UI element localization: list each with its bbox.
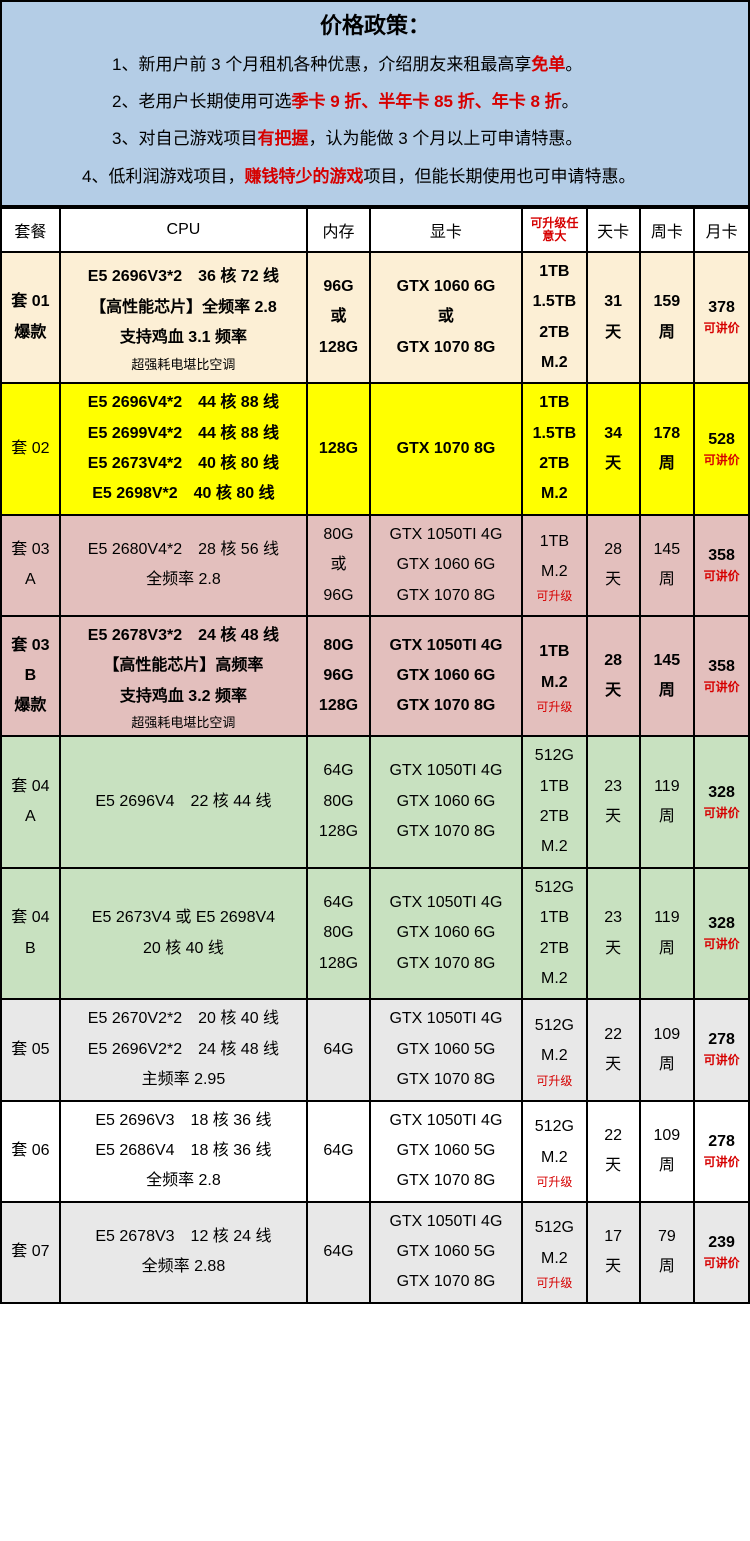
gpu-cell: GTX 1070 8G (370, 383, 522, 515)
plan-cell: 套 04B (1, 868, 60, 1000)
plan-cell: 套 03A (1, 515, 60, 616)
month-cell: 328可讲价 (694, 736, 749, 868)
mem-cell: 96G或128G (307, 252, 370, 384)
disk-cell: 512GM.2可升级 (522, 1202, 587, 1303)
col-week: 周卡 (640, 208, 695, 252)
disk-cell: 1TBM.2可升级 (522, 616, 587, 736)
plan-cell: 套 02 (1, 383, 60, 515)
mem-cell: 64G80G128G (307, 736, 370, 868)
col-mem: 内存 (307, 208, 370, 252)
table-row: 套 07E5 2678V3 12 核 24 线全频率 2.8864GGTX 10… (1, 1202, 749, 1303)
plan-cell: 套 07 (1, 1202, 60, 1303)
gpu-cell: GTX 1050TI 4GGTX 1060 6GGTX 1070 8G (370, 736, 522, 868)
table-row: 套 03B爆款E5 2678V3*2 24 核 48 线【高性能芯片】高频率支持… (1, 616, 749, 736)
disk-cell: 1TBM.2可升级 (522, 515, 587, 616)
policy-title: 价格政策： (2, 8, 748, 40)
col-cpu: CPU (60, 208, 307, 252)
table-row: 套 04AE5 2696V4 22 核 44 线64G80G128GGTX 10… (1, 736, 749, 868)
plan-cell: 套 03B爆款 (1, 616, 60, 736)
cpu-cell: E5 2673V4 或 E5 2698V420 核 40 线 (60, 868, 307, 1000)
table-row: 套 01爆款E5 2696V3*2 36 核 72 线【高性能芯片】全频率 2.… (1, 252, 749, 384)
month-cell: 358可讲价 (694, 616, 749, 736)
table-row: 套 06E5 2696V3 18 核 36 线E5 2686V4 18 核 36… (1, 1101, 749, 1202)
plan-cell: 套 04A (1, 736, 60, 868)
week-cell: 178周 (640, 383, 695, 515)
day-cell: 31天 (587, 252, 640, 384)
plan-cell: 套 06 (1, 1101, 60, 1202)
disk-cell: 512G1TB2TBM.2 (522, 736, 587, 868)
col-day: 天卡 (587, 208, 640, 252)
gpu-cell: GTX 1050TI 4GGTX 1060 5GGTX 1070 8G (370, 999, 522, 1100)
cpu-cell: E5 2680V4*2 28 核 56 线全频率 2.8 (60, 515, 307, 616)
day-cell: 17天 (587, 1202, 640, 1303)
day-cell: 22天 (587, 1101, 640, 1202)
disk-cell: 1TB1.5TB2TBM.2 (522, 252, 587, 384)
plan-cell: 套 01爆款 (1, 252, 60, 384)
col-disk: 可升级任意大 (522, 208, 587, 252)
month-cell: 528可讲价 (694, 383, 749, 515)
policy-line-3: 3、对自己游戏项目有把握，认为能做 3 个月以上可申请特惠。 (2, 120, 748, 157)
disk-cell: 512GM.2可升级 (522, 999, 587, 1100)
disk-cell: 1TB1.5TB2TBM.2 (522, 383, 587, 515)
day-cell: 28天 (587, 515, 640, 616)
cpu-cell: E5 2678V3*2 24 核 48 线【高性能芯片】高频率支持鸡血 3.2 … (60, 616, 307, 736)
cpu-cell: E5 2696V4 22 核 44 线 (60, 736, 307, 868)
month-cell: 378可讲价 (694, 252, 749, 384)
disk-cell: 512G1TB2TBM.2 (522, 868, 587, 1000)
policy-header: 价格政策： 1、新用户前 3 个月租机各种优惠，介绍朋友来租最高享免单。 2、老… (0, 0, 750, 207)
policy-line-1: 1、新用户前 3 个月租机各种优惠，介绍朋友来租最高享免单。 (2, 46, 748, 83)
month-cell: 239可讲价 (694, 1202, 749, 1303)
pricing-table: 套餐 CPU 内存 显卡 可升级任意大 天卡 周卡 月卡 套 01爆款E5 26… (0, 207, 750, 1304)
week-cell: 145周 (640, 515, 695, 616)
cpu-cell: E5 2696V3 18 核 36 线E5 2686V4 18 核 36 线全频… (60, 1101, 307, 1202)
plan-cell: 套 05 (1, 999, 60, 1100)
table-row: 套 05E5 2670V2*2 20 核 40 线E5 2696V2*2 24 … (1, 999, 749, 1100)
mem-cell: 64G (307, 999, 370, 1100)
col-gpu: 显卡 (370, 208, 522, 252)
month-cell: 278可讲价 (694, 999, 749, 1100)
week-cell: 159周 (640, 252, 695, 384)
month-cell: 358可讲价 (694, 515, 749, 616)
day-cell: 23天 (587, 868, 640, 1000)
week-cell: 145周 (640, 616, 695, 736)
gpu-cell: GTX 1050TI 4GGTX 1060 5GGTX 1070 8G (370, 1202, 522, 1303)
table-row: 套 03AE5 2680V4*2 28 核 56 线全频率 2.880G或96G… (1, 515, 749, 616)
month-cell: 278可讲价 (694, 1101, 749, 1202)
week-cell: 109周 (640, 999, 695, 1100)
gpu-cell: GTX 1050TI 4GGTX 1060 6GGTX 1070 8G (370, 515, 522, 616)
mem-cell: 64G (307, 1202, 370, 1303)
cpu-cell: E5 2696V4*2 44 核 88 线E5 2699V4*2 44 核 88… (60, 383, 307, 515)
col-month: 月卡 (694, 208, 749, 252)
week-cell: 119周 (640, 736, 695, 868)
day-cell: 34天 (587, 383, 640, 515)
week-cell: 119周 (640, 868, 695, 1000)
day-cell: 22天 (587, 999, 640, 1100)
cpu-cell: E5 2670V2*2 20 核 40 线E5 2696V2*2 24 核 48… (60, 999, 307, 1100)
week-cell: 79周 (640, 1202, 695, 1303)
gpu-cell: GTX 1050TI 4GGTX 1060 6GGTX 1070 8G (370, 868, 522, 1000)
week-cell: 109周 (640, 1101, 695, 1202)
table-row: 套 02E5 2696V4*2 44 核 88 线E5 2699V4*2 44 … (1, 383, 749, 515)
day-cell: 28天 (587, 616, 640, 736)
mem-cell: 80G96G128G (307, 616, 370, 736)
policy-line-4: 4、低利润游戏项目，赚钱特少的游戏项目，但能长期使用也可申请特惠。 (2, 158, 748, 195)
cpu-cell: E5 2696V3*2 36 核 72 线【高性能芯片】全频率 2.8支持鸡血 … (60, 252, 307, 384)
gpu-cell: GTX 1050TI 4GGTX 1060 6GGTX 1070 8G (370, 616, 522, 736)
mem-cell: 128G (307, 383, 370, 515)
mem-cell: 64G80G128G (307, 868, 370, 1000)
day-cell: 23天 (587, 736, 640, 868)
policy-line-2: 2、老用户长期使用可选季卡 9 折、半年卡 85 折、年卡 8 折。 (2, 83, 748, 120)
cpu-cell: E5 2678V3 12 核 24 线全频率 2.88 (60, 1202, 307, 1303)
gpu-cell: GTX 1050TI 4GGTX 1060 5GGTX 1070 8G (370, 1101, 522, 1202)
disk-cell: 512GM.2可升级 (522, 1101, 587, 1202)
mem-cell: 80G或96G (307, 515, 370, 616)
mem-cell: 64G (307, 1101, 370, 1202)
month-cell: 328可讲价 (694, 868, 749, 1000)
table-header-row: 套餐 CPU 内存 显卡 可升级任意大 天卡 周卡 月卡 (1, 208, 749, 252)
table-row: 套 04BE5 2673V4 或 E5 2698V420 核 40 线64G80… (1, 868, 749, 1000)
gpu-cell: GTX 1060 6G或GTX 1070 8G (370, 252, 522, 384)
col-plan: 套餐 (1, 208, 60, 252)
